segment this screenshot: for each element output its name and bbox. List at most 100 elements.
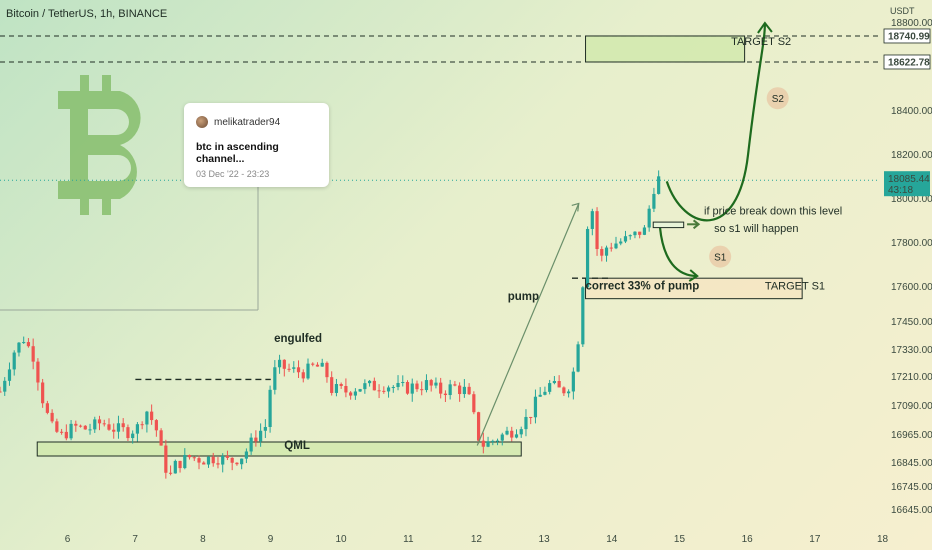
candle[interactable] bbox=[391, 387, 395, 389]
candle[interactable] bbox=[543, 391, 547, 395]
price-tag[interactable] bbox=[883, 54, 931, 70]
candle[interactable] bbox=[88, 429, 92, 431]
candle[interactable] bbox=[55, 421, 59, 432]
candle[interactable] bbox=[296, 367, 301, 373]
candle[interactable] bbox=[244, 451, 248, 459]
candle[interactable] bbox=[353, 391, 357, 396]
candle[interactable] bbox=[263, 426, 267, 431]
candle[interactable] bbox=[168, 472, 173, 474]
candle[interactable] bbox=[420, 389, 424, 391]
candle[interactable] bbox=[78, 425, 83, 427]
candle[interactable] bbox=[382, 390, 386, 392]
candle[interactable] bbox=[396, 382, 400, 388]
candle[interactable] bbox=[107, 424, 111, 430]
price-tag[interactable] bbox=[883, 28, 931, 44]
candle[interactable] bbox=[22, 342, 26, 344]
candle[interactable] bbox=[206, 456, 211, 465]
candle[interactable] bbox=[652, 193, 656, 209]
candle[interactable] bbox=[363, 383, 367, 390]
candle[interactable] bbox=[311, 363, 315, 365]
candle[interactable] bbox=[619, 241, 623, 244]
candle[interactable] bbox=[481, 440, 485, 447]
candle[interactable] bbox=[495, 440, 500, 442]
candle[interactable] bbox=[552, 381, 556, 384]
candle[interactable] bbox=[187, 454, 192, 458]
candle[interactable] bbox=[628, 235, 632, 237]
candle[interactable] bbox=[0, 391, 2, 393]
candle[interactable] bbox=[467, 386, 471, 395]
candle[interactable] bbox=[377, 390, 381, 392]
candle[interactable] bbox=[344, 385, 348, 393]
candle[interactable] bbox=[225, 455, 230, 458]
candle[interactable] bbox=[178, 460, 182, 469]
candle[interactable] bbox=[358, 389, 362, 392]
candle[interactable] bbox=[301, 372, 305, 379]
idea-card[interactable]: melikatrader94 btc in ascending channel.… bbox=[184, 103, 329, 187]
candle[interactable] bbox=[135, 424, 140, 434]
candle[interactable] bbox=[230, 457, 234, 463]
pump-trend-line[interactable] bbox=[476, 203, 580, 446]
candle[interactable] bbox=[150, 411, 154, 421]
candle[interactable] bbox=[277, 359, 282, 368]
candle[interactable] bbox=[401, 382, 405, 384]
candle[interactable] bbox=[429, 380, 433, 386]
candle[interactable] bbox=[216, 463, 220, 465]
candle[interactable] bbox=[74, 423, 78, 426]
candle[interactable] bbox=[581, 287, 585, 345]
candle[interactable] bbox=[486, 441, 490, 447]
candle[interactable] bbox=[476, 412, 481, 441]
candle[interactable] bbox=[462, 386, 466, 395]
candle[interactable] bbox=[164, 445, 168, 473]
candle[interactable] bbox=[443, 393, 448, 396]
candle[interactable] bbox=[287, 368, 291, 370]
candle[interactable] bbox=[192, 457, 196, 459]
candle[interactable] bbox=[458, 385, 462, 395]
candle[interactable] bbox=[434, 382, 438, 386]
candle[interactable] bbox=[633, 231, 637, 236]
candle[interactable] bbox=[604, 247, 609, 256]
candle[interactable] bbox=[64, 431, 68, 439]
candle[interactable] bbox=[159, 430, 163, 446]
last-price-tag[interactable] bbox=[884, 171, 930, 197]
candle[interactable] bbox=[576, 344, 580, 372]
candle[interactable] bbox=[126, 427, 130, 439]
candle[interactable] bbox=[36, 361, 40, 383]
candle[interactable] bbox=[538, 394, 542, 397]
candle[interactable] bbox=[529, 416, 533, 418]
candle[interactable] bbox=[448, 384, 452, 396]
break-level-box[interactable] bbox=[652, 221, 685, 229]
candle[interactable] bbox=[562, 387, 566, 394]
candle[interactable] bbox=[173, 460, 177, 474]
candle[interactable] bbox=[533, 396, 538, 418]
candle[interactable] bbox=[306, 363, 310, 379]
candle[interactable] bbox=[254, 437, 258, 442]
candle[interactable] bbox=[268, 389, 272, 427]
candle[interactable] bbox=[3, 380, 7, 392]
candle[interactable] bbox=[638, 231, 642, 235]
candle[interactable] bbox=[26, 342, 31, 347]
candle[interactable] bbox=[83, 425, 87, 430]
candle[interactable] bbox=[600, 249, 604, 256]
price-axis[interactable]: 16645.00 16745.00 16845.00 16965.00 17090.00… bbox=[883, 18, 932, 516]
candle[interactable] bbox=[410, 383, 414, 394]
candle[interactable] bbox=[282, 359, 286, 369]
candle[interactable] bbox=[31, 346, 35, 362]
candles-layer[interactable] bbox=[0, 170, 661, 479]
candle[interactable] bbox=[259, 430, 263, 442]
candle[interactable] bbox=[93, 419, 97, 430]
candle[interactable] bbox=[235, 462, 239, 465]
candle[interactable] bbox=[325, 362, 329, 378]
candle[interactable] bbox=[154, 420, 158, 431]
candle[interactable] bbox=[202, 462, 206, 465]
candle[interactable] bbox=[590, 211, 594, 229]
candle[interactable] bbox=[386, 387, 391, 392]
candle[interactable] bbox=[145, 411, 149, 425]
idea-title[interactable]: btc in ascending channel... bbox=[196, 141, 279, 165]
candle[interactable] bbox=[140, 424, 144, 426]
candle[interactable] bbox=[614, 243, 618, 249]
candle[interactable] bbox=[197, 458, 201, 463]
candle[interactable] bbox=[69, 423, 73, 439]
candle[interactable] bbox=[131, 433, 135, 439]
